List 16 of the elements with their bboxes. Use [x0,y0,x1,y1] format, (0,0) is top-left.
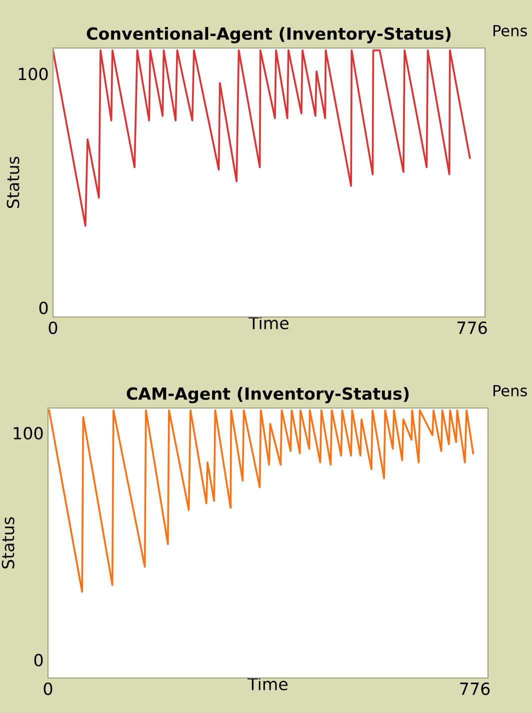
x-tick-label: 776 [458,321,487,334]
chart-title: CAM-Agent (Inventory-Status) [126,387,409,404]
y-tick-label: 0 [39,302,48,314]
y-axis-title: Status [2,517,14,568]
text: Pens [494,385,527,396]
x-axis-title: Time [248,677,288,690]
text: Pens [494,25,527,36]
y-tick-label: 100 [18,68,48,80]
y-tick-label: 0 [34,654,43,666]
chart-title: Conventional-Agent (Inventory-Status) [86,27,451,44]
line-series [53,49,471,227]
y-axis-title: Status [6,156,20,208]
x-tick-label: 776 [460,682,490,696]
line-series [48,409,474,593]
x-axis-title: Time [248,316,289,330]
y-tick-label: 100 [14,426,43,440]
